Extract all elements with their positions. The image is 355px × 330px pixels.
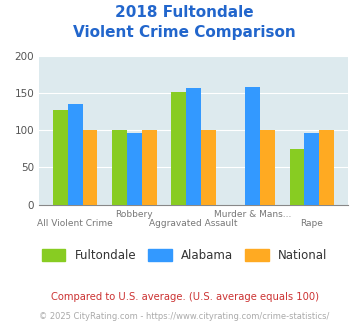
Text: Aggravated Assault: Aggravated Assault bbox=[149, 219, 238, 228]
Bar bbox=[304, 133, 319, 205]
Text: Robbery: Robbery bbox=[115, 210, 153, 218]
Text: Compared to U.S. average. (U.S. average equals 100): Compared to U.S. average. (U.S. average … bbox=[51, 292, 318, 302]
Text: 2018 Fultondale: 2018 Fultondale bbox=[115, 5, 254, 20]
Bar bbox=[245, 87, 260, 205]
Bar bbox=[171, 92, 186, 205]
Bar bbox=[319, 130, 334, 205]
Text: Violent Crime Comparison: Violent Crime Comparison bbox=[73, 25, 296, 40]
Bar bbox=[53, 110, 68, 205]
Bar bbox=[201, 130, 215, 205]
Bar bbox=[290, 149, 304, 205]
Text: All Violent Crime: All Violent Crime bbox=[37, 219, 113, 228]
Text: Rape: Rape bbox=[300, 219, 323, 228]
Text: © 2025 CityRating.com - https://www.cityrating.com/crime-statistics/: © 2025 CityRating.com - https://www.city… bbox=[39, 312, 330, 321]
Bar bbox=[260, 130, 275, 205]
Bar bbox=[68, 104, 83, 205]
Bar bbox=[112, 130, 127, 205]
Bar bbox=[127, 133, 142, 205]
Bar bbox=[142, 130, 157, 205]
Bar bbox=[186, 88, 201, 205]
Legend: Fultondale, Alabama, National: Fultondale, Alabama, National bbox=[37, 244, 332, 266]
Bar bbox=[83, 130, 97, 205]
Text: Murder & Mans...: Murder & Mans... bbox=[214, 210, 291, 218]
